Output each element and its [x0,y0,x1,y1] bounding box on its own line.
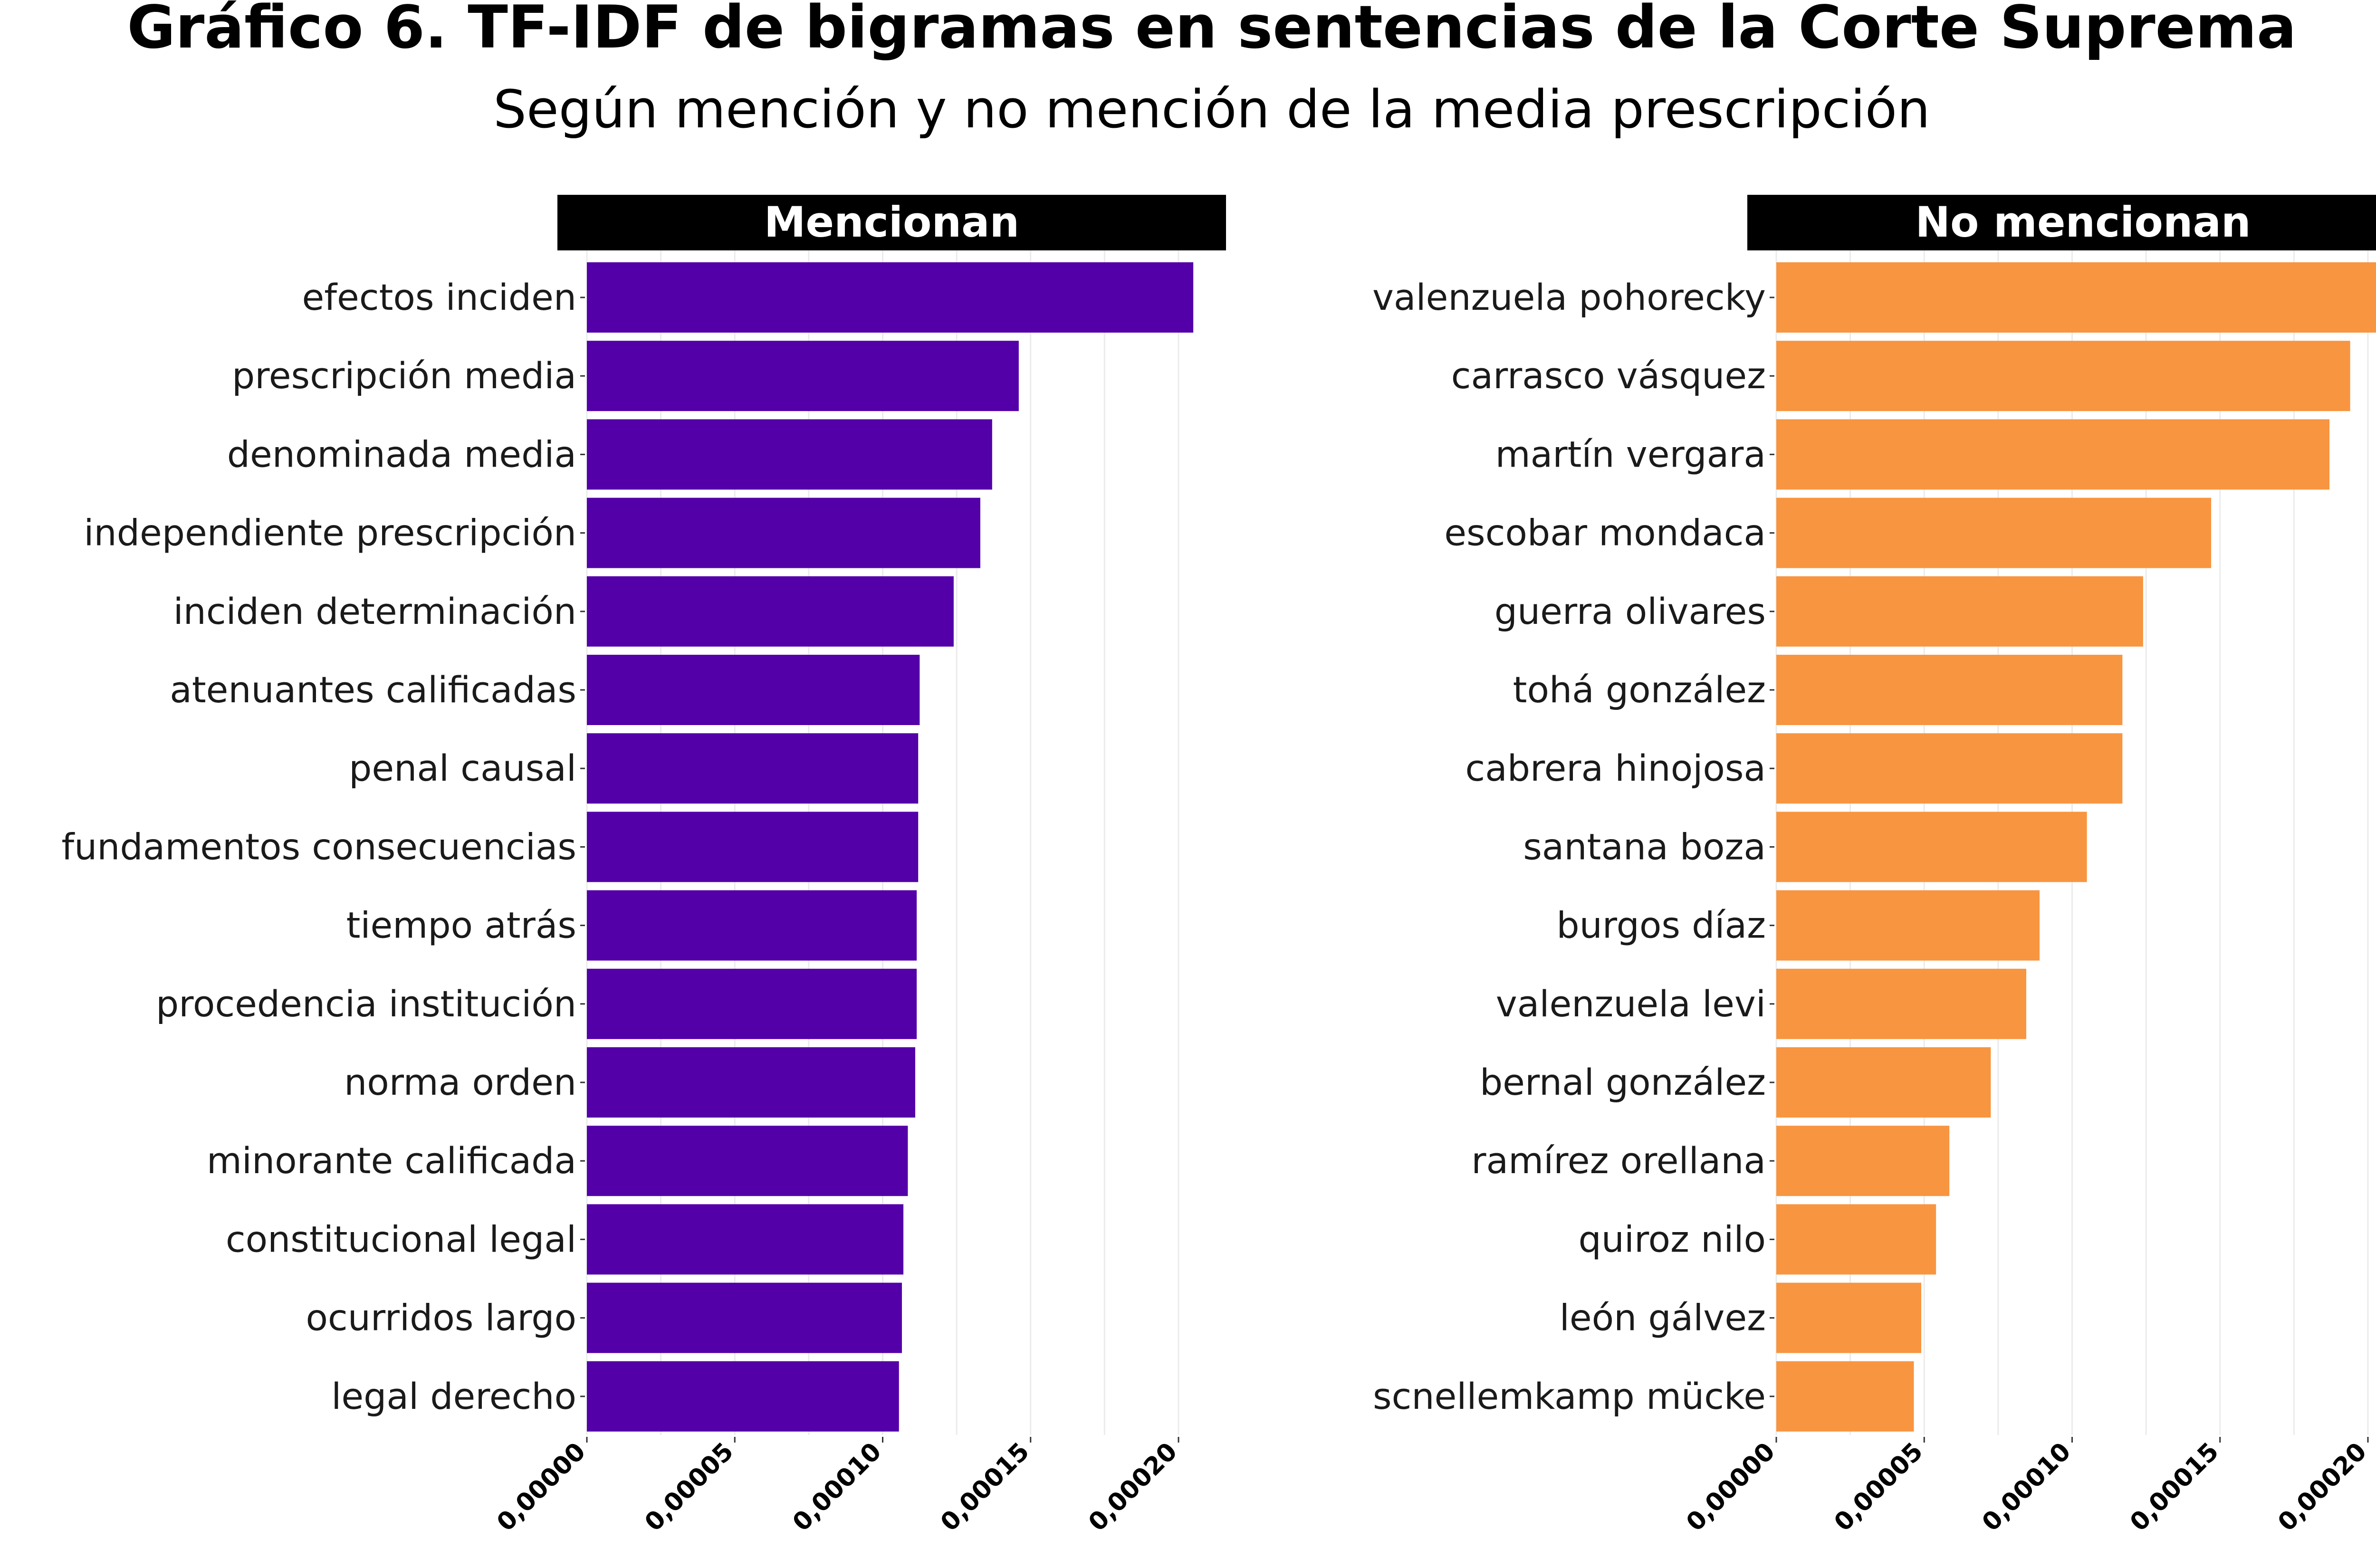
bar [587,655,920,725]
category-label: guerra olivares [1495,590,1766,632]
category-label: león gálvez [1560,1297,1766,1339]
bar [587,1126,908,1196]
category-label: scnellemkamp mücke [1373,1375,1766,1417]
bar [587,733,919,804]
category-label: constitucional legal [226,1218,576,1260]
panel-mencionan: Mencionan efectos inciden prescripción med… [61,195,1226,1537]
x-tick-label: 0,00005 [1829,1437,1929,1537]
chart-title: Gráfico 6. TF-IDF de bigramas en sentenc… [127,0,2296,62]
category-label: denominada media [227,433,576,475]
category-label: cabrera hinojosa [1465,747,1766,789]
category-label: carrasco vásquez [1451,354,1766,397]
bar [587,968,917,1039]
x-tick-label: 0,00005 [640,1437,739,1537]
bar [587,890,917,961]
x-tick-label: 0,00000 [491,1437,591,1537]
bar [587,341,1019,411]
category-label: martín vergara [1495,433,1766,475]
x-tick-label: 0,00010 [787,1437,887,1537]
strip-label: No mencionan [1915,198,2251,247]
bar [1776,419,2330,490]
category-label: fundamentos consecuencias [61,825,576,868]
category-label: minorante calificada [207,1139,576,1182]
category-label: efectos inciden [302,276,576,318]
strip-label: Mencionan [764,198,1019,247]
bar [1776,576,2143,647]
category-label: ramírez orellana [1471,1139,1766,1182]
category-label: tiempo atrás [346,904,576,947]
bar [1776,655,2123,725]
bar [587,262,1194,333]
x-tick-label: 0,00015 [935,1437,1035,1537]
bar [587,812,919,882]
x-tick-label: 0,00000 [1681,1437,1781,1537]
bar [587,1204,904,1275]
category-label: bernal gonzález [1480,1061,1766,1103]
category-label: penal causal [349,747,576,789]
panels-layer: Mencionan efectos inciden prescripción med… [61,195,2376,1537]
panel-no-mencionan: No mencionan valenzuela pohorecky carrasco… [1372,195,2376,1537]
bar [1776,341,2350,411]
bar [1776,497,2212,568]
category-label: procedencia institución [156,983,576,1025]
chart-subtitle: Según mención y no mención de la media p… [493,79,1930,140]
category-label: inciden determinación [173,590,576,632]
category-label: valenzuela levi [1496,983,1766,1025]
bar [587,1282,902,1353]
strip-background [1747,195,2376,250]
category-label: independiente prescripción [84,512,576,554]
bar [1776,1282,1922,1353]
bar [587,576,954,647]
bar [1776,968,2027,1039]
x-tick-label: 0,00020 [1083,1437,1183,1537]
category-label: prescripción media [232,354,576,397]
category-label: ocurridos largo [306,1297,576,1339]
category-label: atenuantes calificadas [170,669,576,711]
bar [1776,1047,1991,1118]
bar [587,1361,899,1432]
x-tick-label: 0,00015 [2125,1437,2224,1537]
category-label: valenzuela pohorecky [1372,276,1766,318]
x-tick-label: 0,00020 [2272,1437,2372,1537]
bar [587,497,980,568]
category-label: quiroz nilo [1578,1218,1766,1260]
strip-background [557,195,1226,250]
bar [1776,890,2040,961]
category-label: norma orden [344,1061,576,1103]
bar [587,1047,915,1118]
bar [1776,262,2376,333]
bar [1776,1126,1950,1196]
bar [1776,1361,1914,1432]
x-tick-label: 0,00010 [1977,1437,2077,1537]
bar [1776,1204,1936,1275]
bar [587,419,992,490]
category-label: legal derecho [331,1375,576,1417]
bar [1776,733,2123,804]
bar [1776,812,2087,882]
category-label: santana boza [1523,825,1766,868]
category-label: tohá gonzález [1513,669,1766,711]
category-label: escobar mondaca [1444,512,1766,554]
category-label: burgos díaz [1556,904,1766,947]
